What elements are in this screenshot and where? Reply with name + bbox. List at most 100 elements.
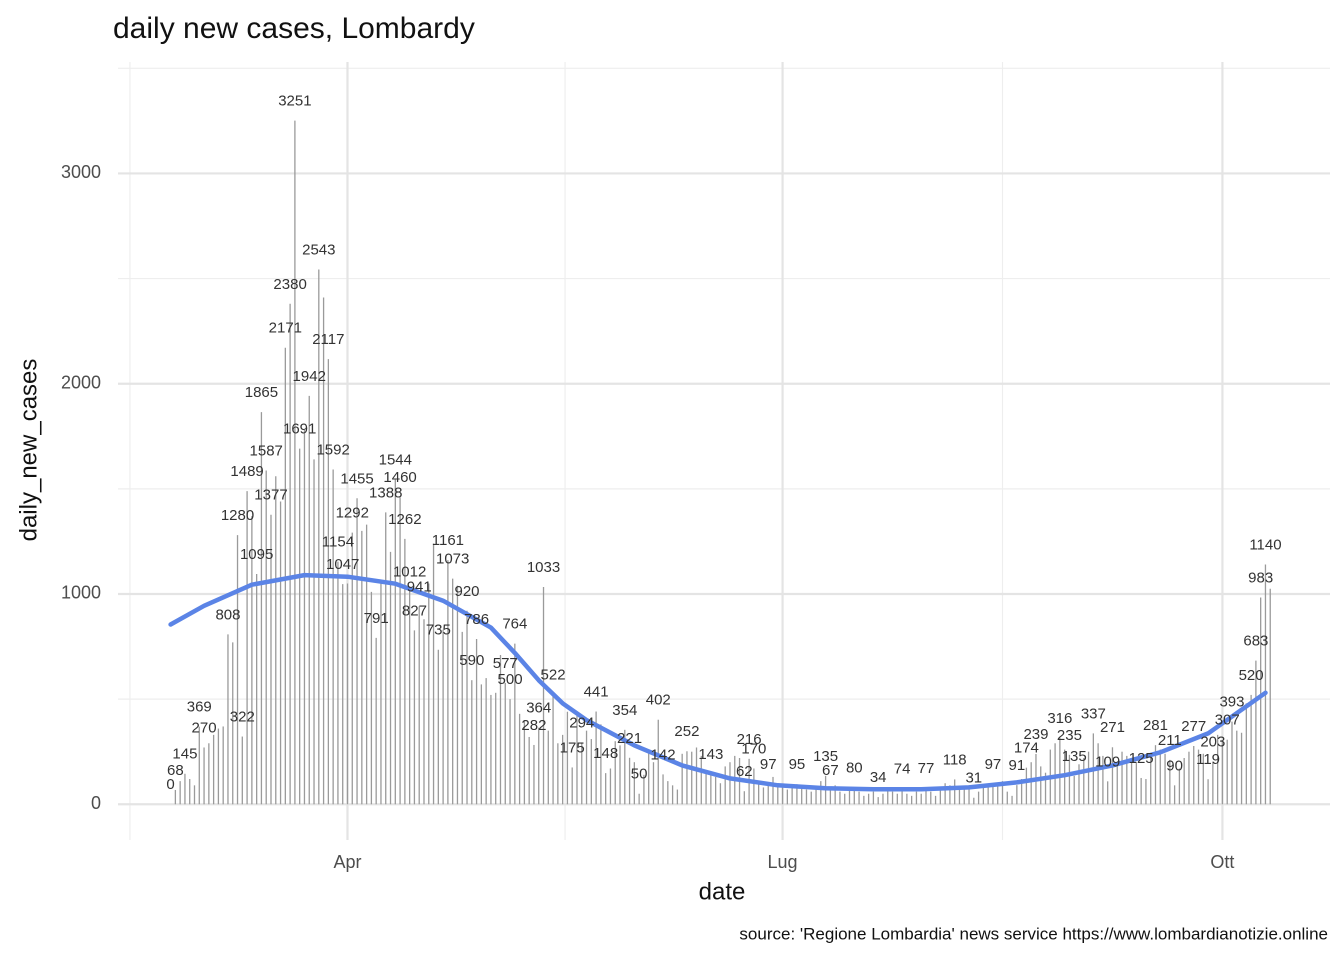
data-label: 1592 [316, 441, 349, 458]
data-label: 1388 [369, 484, 402, 501]
data-label: 1460 [383, 469, 416, 486]
data-label: 142 [651, 746, 676, 763]
data-label: 170 [741, 740, 766, 757]
data-label: 1942 [293, 368, 326, 385]
data-label: 393 [1219, 694, 1244, 711]
data-label: 1073 [436, 551, 469, 568]
data-label: 1292 [336, 505, 369, 522]
y-axis-title: daily_new_cases [15, 359, 42, 542]
data-label: 174 [1014, 740, 1039, 757]
data-label: 148 [593, 745, 618, 762]
data-label: 252 [674, 723, 699, 740]
data-label: 2380 [273, 276, 306, 293]
y-tick-label: 3000 [61, 162, 101, 182]
data-label: 97 [985, 756, 1002, 773]
data-label: 764 [502, 616, 527, 633]
data-label: 522 [541, 666, 566, 683]
data-label: 118 [943, 751, 967, 768]
data-label: 683 [1243, 633, 1268, 650]
data-label: 97 [760, 756, 777, 773]
data-label: 441 [584, 683, 609, 700]
data-label: 74 [894, 761, 911, 778]
data-label: 91 [1008, 757, 1025, 774]
data-label: 520 [1239, 667, 1264, 684]
data-label: 216 [737, 731, 762, 748]
trend-line [168, 572, 1268, 792]
data-label: 34 [870, 769, 887, 786]
data-label: 1489 [230, 463, 263, 480]
data-label: 294 [569, 714, 594, 731]
data-label: 1455 [340, 470, 373, 487]
data-label: 211 [1158, 732, 1182, 749]
data-label: 322 [230, 709, 255, 726]
data-label: 1154 [322, 534, 354, 551]
data-label: 1280 [221, 507, 254, 524]
data-label: 135 [813, 748, 838, 765]
data-label: 1095 [240, 546, 273, 563]
data-label: 0 [166, 776, 174, 793]
data-label: 1262 [388, 511, 421, 528]
data-label: 1012 [393, 563, 426, 580]
data-label: 235 [1057, 727, 1082, 744]
data-label: 119 [1196, 751, 1220, 768]
data-label: 364 [526, 700, 551, 717]
data-label: 281 [1143, 717, 1168, 734]
data-label: 2171 [269, 320, 302, 337]
data-label: 31 [965, 770, 982, 787]
data-label: 3251 [278, 93, 311, 110]
data-label: 735 [426, 622, 451, 639]
data-label: 402 [646, 692, 671, 709]
data-label: 277 [1181, 718, 1206, 735]
chart-title: daily new cases, Lombardy [113, 12, 475, 45]
data-label: 307 [1215, 712, 1240, 729]
data-label: 354 [612, 702, 637, 719]
data-label: 791 [364, 610, 389, 627]
data-label: 337 [1081, 705, 1106, 722]
x-tick-label: Apr [333, 852, 361, 872]
data-label: 1377 [254, 487, 287, 504]
data-label: 2117 [312, 331, 344, 348]
data-label: 808 [215, 606, 240, 623]
data-label: 143 [698, 746, 723, 763]
data-label: 1161 [432, 532, 464, 549]
data-label: 1587 [250, 443, 283, 460]
data-label: 203 [1200, 734, 1225, 751]
data-label: 95 [789, 756, 806, 773]
data-label: 920 [455, 583, 480, 600]
data-label: 369 [187, 699, 212, 716]
data-label: 271 [1100, 719, 1125, 736]
data-label: 145 [172, 746, 197, 763]
data-label: 316 [1047, 710, 1072, 727]
data-label: 50 [631, 766, 648, 783]
data-label: 67 [822, 762, 839, 779]
data-label: 135 [1062, 748, 1087, 765]
data-label: 221 [617, 730, 642, 747]
y-tick-label: 2000 [61, 372, 101, 392]
caption: source: 'Regione Lombardia' news service… [739, 924, 1328, 943]
data-label: 90 [1166, 757, 1183, 774]
data-label: 1140 [1249, 537, 1281, 554]
data-label: 590 [459, 652, 484, 669]
data-label: 827 [402, 602, 427, 619]
data-label: 577 [493, 655, 518, 672]
y-tick-label: 0 [91, 793, 101, 813]
data-label: 500 [498, 671, 523, 688]
data-label: 68 [167, 762, 184, 779]
data-label: 175 [560, 739, 585, 756]
data-label: 62 [736, 763, 753, 780]
data-label: 125 [1129, 750, 1154, 767]
data-label: 1033 [527, 559, 560, 576]
data-label: 983 [1248, 570, 1273, 587]
y-tick-label: 1000 [61, 583, 101, 603]
data-label: 1691 [283, 421, 316, 438]
data-label: 786 [464, 611, 489, 628]
data-label: 2543 [302, 242, 335, 259]
data-label: 77 [918, 760, 935, 777]
data-label: 282 [521, 717, 546, 734]
data-label: 1865 [245, 384, 278, 401]
data-label: 1047 [326, 556, 359, 573]
data-label: 239 [1023, 726, 1048, 743]
x-tick-label: Ott [1210, 852, 1234, 872]
